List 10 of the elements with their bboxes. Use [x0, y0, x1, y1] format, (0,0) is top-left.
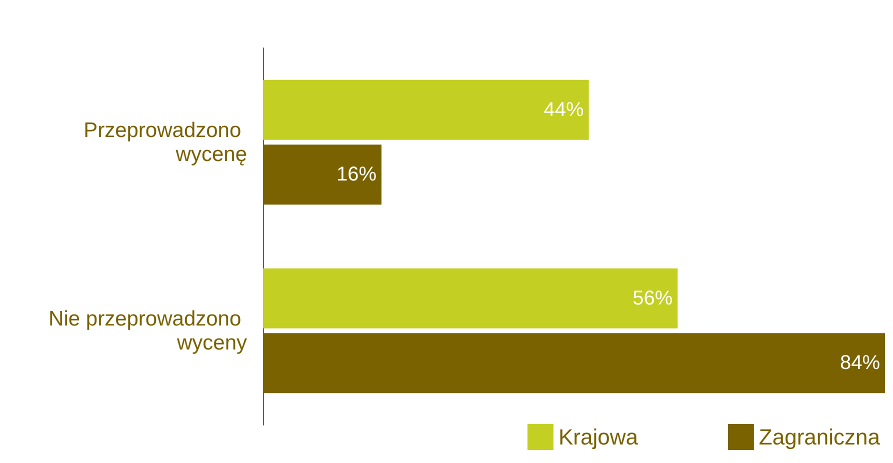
legend-label: Krajowa: [558, 424, 639, 450]
data-label: 84%: [840, 352, 880, 374]
data-label: 44%: [544, 98, 584, 121]
data-label: 16%: [336, 164, 377, 186]
bar: [263, 268, 678, 328]
legend-label: Zagraniczna: [758, 424, 881, 450]
bar: [263, 80, 589, 140]
y-tick-label: Nie przeprowadzono wyceny: [48, 307, 248, 354]
y-tick-label: Przeprowadzono wycenę: [84, 118, 247, 166]
data-label: 56%: [632, 287, 673, 310]
